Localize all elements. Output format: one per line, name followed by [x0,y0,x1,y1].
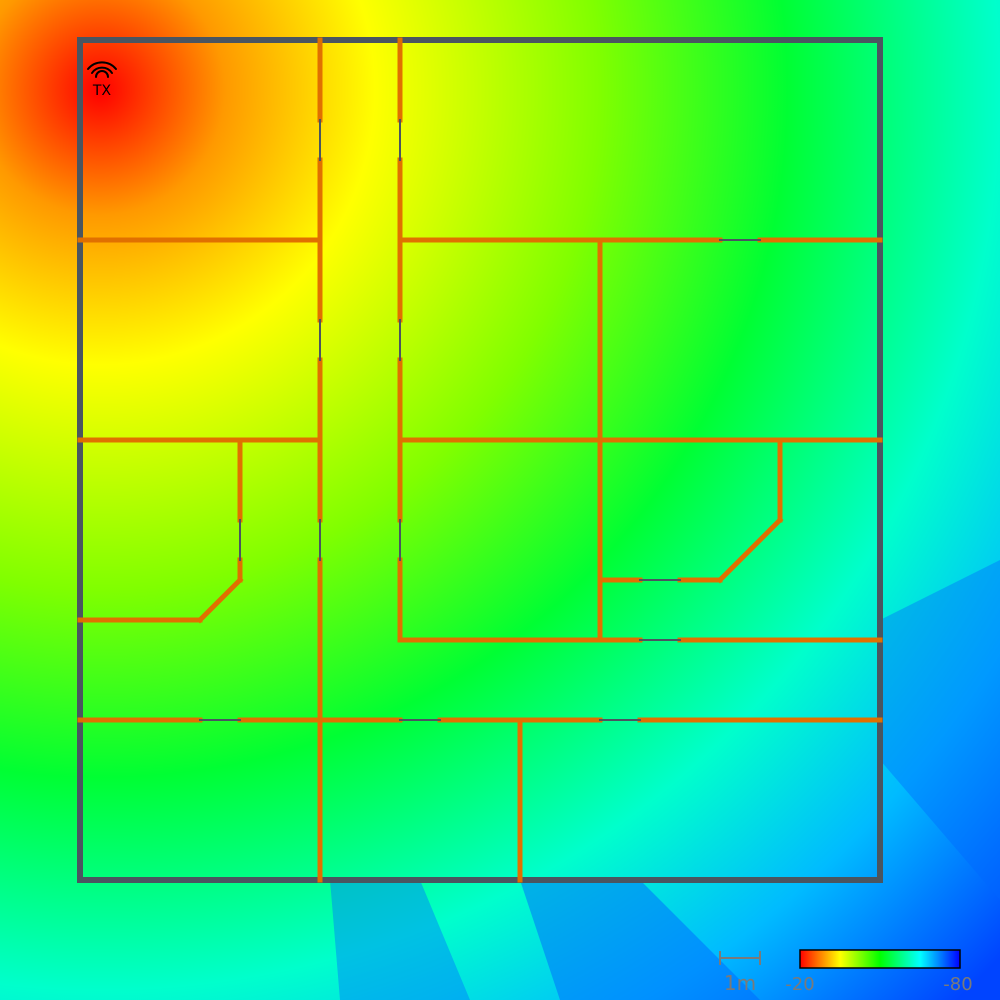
interior-wall [196,576,244,624]
scale-bar-label: 1m [724,971,756,995]
shadow-streak [330,880,470,1000]
scale-bar [719,951,761,965]
transmitter-label: TX [92,83,112,99]
shadow-streak [880,560,1000,900]
floor-plan-doors [199,119,761,721]
colorbar [799,949,961,969]
wifi-icon [87,61,117,78]
colorbar-max-label: -80 [943,974,972,995]
transmitter-marker[interactable]: TX [87,61,117,99]
floor-plan-walls [77,37,883,883]
colorbar-min-label: -20 [785,974,814,995]
shadow-streak [520,880,760,1000]
interior-wall [716,516,784,584]
